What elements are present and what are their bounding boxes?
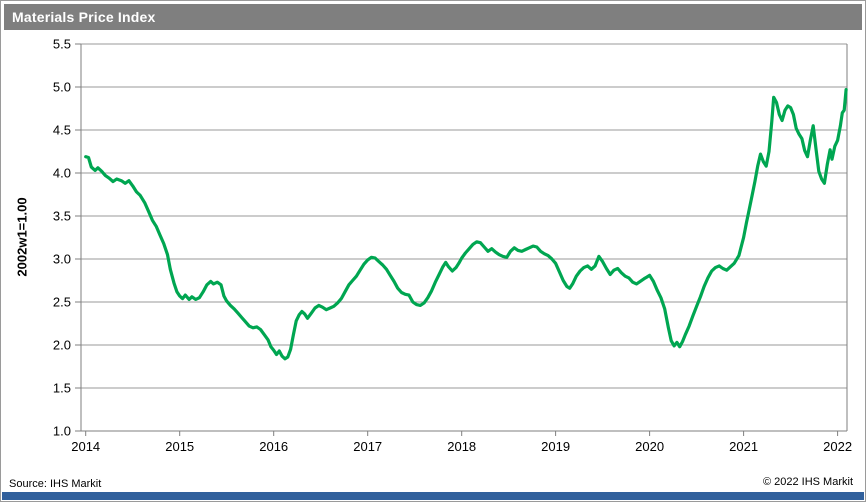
x-tick-label: 2017 <box>353 439 382 454</box>
y-tick-label: 2.5 <box>53 295 71 310</box>
y-tick-label: 5.5 <box>53 37 71 52</box>
y-tick-label: 3.0 <box>53 252 71 267</box>
x-tick-label: 2016 <box>259 439 288 454</box>
page-title: Materials Price Index <box>12 9 156 25</box>
y-axis-title: 2002w1=1.00 <box>14 197 30 277</box>
x-tick-label: 2018 <box>447 439 476 454</box>
y-tick-label: 5.0 <box>53 80 71 95</box>
y-tick-label: 1.0 <box>53 424 71 439</box>
y-tick-label: 4.0 <box>53 166 71 181</box>
title-bar: Materials Price Index <box>4 4 862 30</box>
source-label: Source: IHS Markit <box>9 478 102 490</box>
x-tick-label: 2020 <box>635 439 664 454</box>
x-tick-label: 2019 <box>541 439 570 454</box>
brand-bottom-bar <box>2 492 864 500</box>
copyright-label: © 2022 IHS Markit <box>762 476 853 488</box>
materials-price-line <box>84 87 848 361</box>
y-tick-label: 1.5 <box>53 381 71 396</box>
x-tick-label: 2015 <box>165 439 194 454</box>
x-tick-label: 2014 <box>71 439 100 454</box>
y-tick-label: 4.5 <box>53 123 71 138</box>
x-tick-label: 2022 <box>823 439 852 454</box>
y-tick-label: 3.5 <box>53 209 71 224</box>
x-tick-label: 2021 <box>729 439 758 454</box>
y-tick-label: 2.0 <box>53 338 71 353</box>
